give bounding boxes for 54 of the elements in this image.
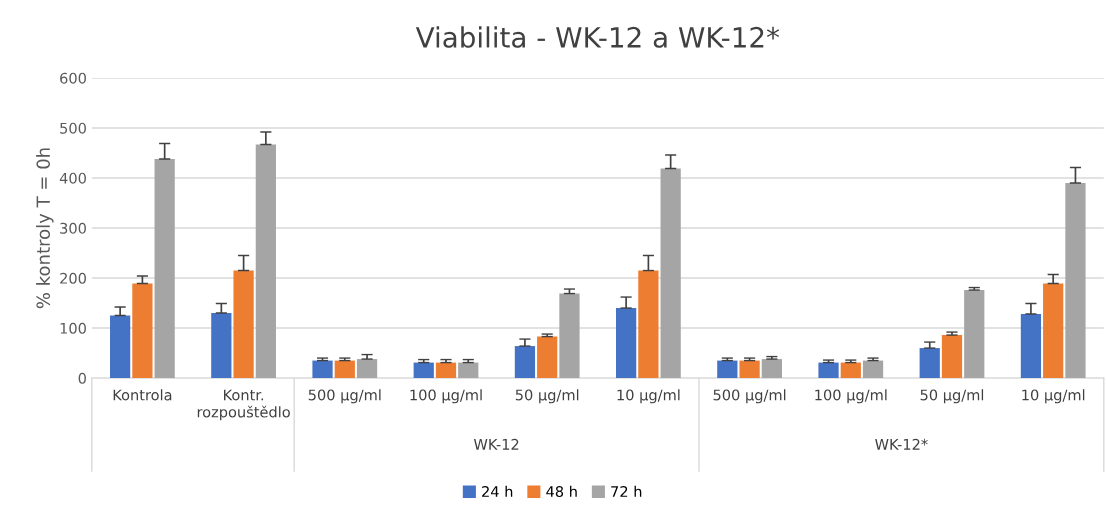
bar <box>862 360 884 379</box>
x-tick-label: 10 µg/ml <box>617 389 680 404</box>
bar <box>818 362 839 379</box>
bar <box>919 348 940 379</box>
y-tick-label: 600 <box>60 72 86 84</box>
legend-label: 72 h <box>611 485 642 497</box>
y-tick-label: 100 <box>60 322 86 334</box>
bar <box>356 359 378 379</box>
bar <box>1065 183 1086 379</box>
y-axis-title: % kontroly T = 0h <box>36 148 54 309</box>
x-tick-label: 500 µg/ml <box>308 389 381 404</box>
bar <box>334 360 355 379</box>
bar <box>312 360 333 379</box>
bar <box>964 290 985 379</box>
bar <box>840 362 861 379</box>
y-tick-label: 400 <box>59 172 86 184</box>
legend-label: 48 h <box>546 485 577 498</box>
x-tick-label: Kontr. rozpouštědlo <box>197 389 290 421</box>
bar <box>458 362 479 379</box>
bar <box>1043 283 1064 379</box>
x-tick-label: 100 µg/ml <box>410 389 482 404</box>
chart-title: Viabilita - WK-12 a WK-12* <box>415 26 780 48</box>
bar <box>537 336 558 379</box>
text: WK-12* <box>875 438 928 450</box>
bar <box>211 313 232 379</box>
bar <box>435 362 457 379</box>
x-tick-label: 50 µg/ml <box>515 389 579 404</box>
x-tick-label: 50 µg/ml <box>920 389 984 404</box>
bar <box>761 359 782 379</box>
bar <box>255 144 276 379</box>
bar <box>233 270 254 379</box>
bar <box>660 168 681 379</box>
x-tick-label: 100 µg/ml <box>815 389 887 404</box>
y-tick-label: 300 <box>60 222 86 234</box>
x-tick-label: 500 µg/ml <box>713 389 786 404</box>
y-tick-label: 200 <box>60 272 86 284</box>
bar <box>616 308 637 379</box>
bar <box>559 293 580 379</box>
bar <box>413 362 434 379</box>
bar <box>1020 314 1042 379</box>
bar <box>638 270 659 379</box>
bar <box>739 360 760 379</box>
x-tick-label: Kontrola <box>113 389 172 401</box>
text: WK-12 <box>473 438 519 450</box>
bar <box>717 360 738 379</box>
y-tick-label: 500 <box>60 122 86 134</box>
bar <box>514 346 536 379</box>
x-tick-label: 10 µg/ml <box>1022 389 1085 404</box>
legend-label: 24 h <box>482 485 513 497</box>
bar <box>154 159 175 379</box>
y-tick-label: 0 <box>78 372 86 384</box>
bar <box>941 335 963 379</box>
bar <box>110 315 131 379</box>
bar <box>132 283 153 379</box>
